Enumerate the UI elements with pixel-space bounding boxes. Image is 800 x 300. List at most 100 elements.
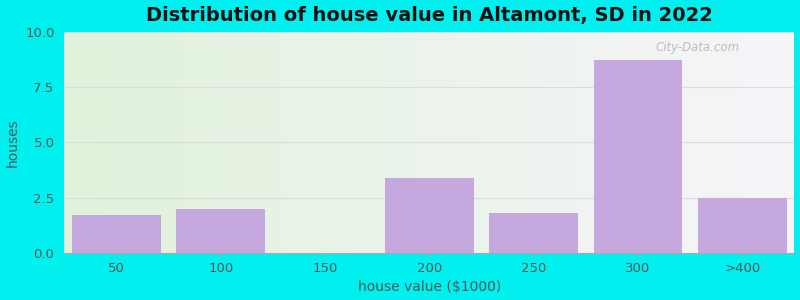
Bar	[490, 32, 493, 253]
Bar	[257, 32, 259, 253]
Bar	[707, 32, 710, 253]
Bar	[407, 32, 410, 253]
Bar	[558, 32, 561, 253]
Bar	[390, 32, 393, 253]
Bar	[164, 32, 166, 253]
Bar	[417, 32, 419, 253]
Bar	[629, 32, 631, 253]
Bar	[595, 32, 598, 253]
Bar	[626, 32, 629, 253]
Bar	[171, 32, 174, 253]
Bar	[678, 32, 680, 253]
Bar	[666, 32, 668, 253]
Bar	[82, 32, 84, 253]
Bar	[140, 32, 142, 253]
Bar	[239, 32, 242, 253]
Bar	[636, 32, 638, 253]
Bar	[115, 32, 118, 253]
Bar	[486, 32, 488, 253]
Bar	[539, 32, 542, 253]
Bar	[437, 32, 439, 253]
Bar	[159, 32, 162, 253]
Bar	[188, 32, 190, 253]
Bar	[276, 32, 278, 253]
Bar	[439, 32, 442, 253]
Bar	[286, 32, 288, 253]
Bar	[325, 32, 327, 253]
Bar	[419, 32, 422, 253]
Bar	[405, 32, 407, 253]
Bar	[519, 32, 522, 253]
Bar	[675, 32, 678, 253]
Bar	[74, 32, 76, 253]
Bar	[234, 32, 237, 253]
Bar	[704, 32, 707, 253]
Bar	[147, 32, 150, 253]
Bar	[79, 32, 82, 253]
Bar	[712, 32, 714, 253]
Bar	[346, 32, 349, 253]
Bar	[320, 32, 322, 253]
Bar	[731, 32, 734, 253]
Bar	[734, 32, 736, 253]
Bar	[522, 32, 524, 253]
Bar	[308, 32, 310, 253]
Bar	[451, 32, 454, 253]
Bar	[125, 32, 127, 253]
Bar	[687, 32, 690, 253]
Bar	[295, 32, 298, 253]
Bar	[717, 32, 719, 253]
Bar	[264, 32, 266, 253]
Bar	[514, 32, 517, 253]
Bar	[361, 32, 364, 253]
Bar	[726, 32, 729, 253]
Bar	[634, 32, 636, 253]
Bar	[138, 32, 140, 253]
Bar	[127, 32, 130, 253]
Bar	[132, 32, 134, 253]
Bar	[512, 32, 514, 253]
Bar	[383, 32, 386, 253]
Bar	[612, 32, 614, 253]
Bar	[244, 32, 246, 253]
Bar	[782, 32, 785, 253]
Bar	[293, 32, 295, 253]
Bar	[593, 32, 595, 253]
Bar	[524, 32, 526, 253]
Bar	[598, 32, 600, 253]
Bar	[101, 32, 103, 253]
Bar	[430, 32, 432, 253]
Bar	[498, 32, 500, 253]
Bar	[746, 32, 748, 253]
Bar	[495, 32, 498, 253]
Bar	[590, 32, 593, 253]
Bar	[778, 32, 780, 253]
Bar	[351, 32, 354, 253]
Bar	[89, 32, 91, 253]
X-axis label: house value ($1000): house value ($1000)	[358, 280, 501, 294]
Bar	[442, 32, 444, 253]
Bar	[269, 32, 271, 253]
Bar	[198, 32, 201, 253]
Bar	[400, 32, 402, 253]
Bar	[573, 32, 575, 253]
Bar	[71, 32, 74, 253]
Bar	[427, 32, 430, 253]
Bar	[215, 32, 218, 253]
Bar	[166, 32, 169, 253]
Bar	[237, 32, 239, 253]
Bar	[310, 32, 313, 253]
Bar	[122, 32, 125, 253]
Bar	[454, 32, 456, 253]
Bar	[602, 32, 605, 253]
Bar	[461, 32, 463, 253]
Bar	[108, 32, 110, 253]
Bar	[364, 32, 366, 253]
Bar	[374, 32, 376, 253]
Bar	[176, 32, 178, 253]
Bar	[354, 32, 356, 253]
Bar	[371, 32, 374, 253]
Bar	[230, 32, 232, 253]
Bar	[220, 32, 222, 253]
Bar	[458, 32, 461, 253]
